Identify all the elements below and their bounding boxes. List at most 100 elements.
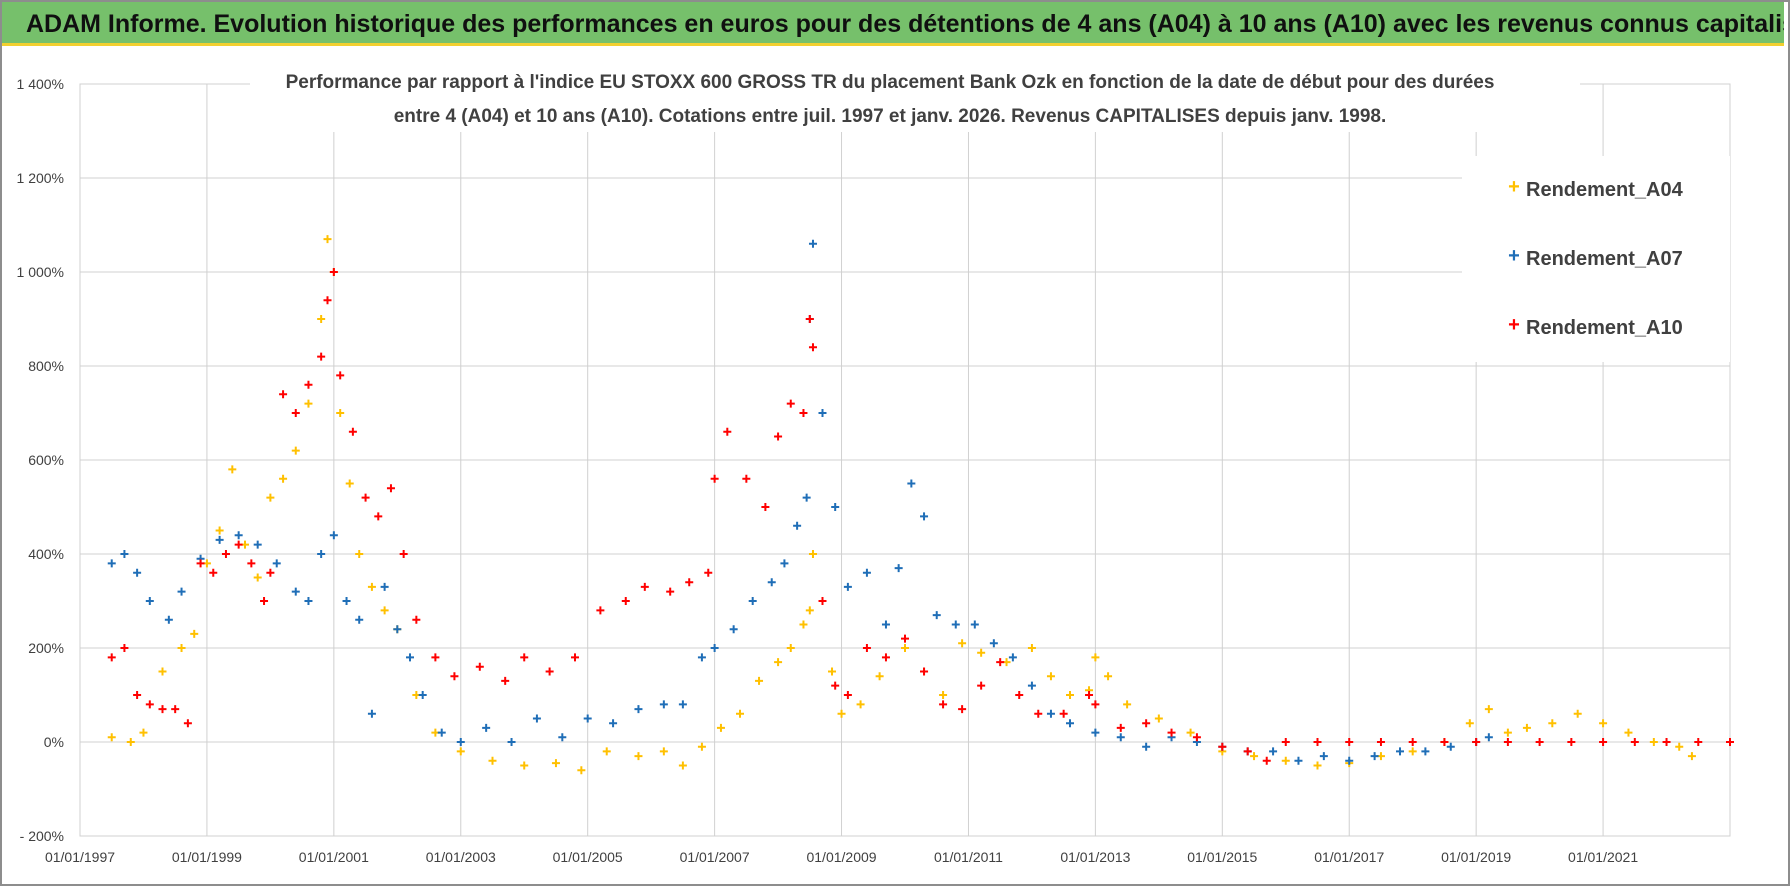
data-point-Rendement_A10 xyxy=(1377,738,1385,746)
data-point-Rendement_A04 xyxy=(806,606,814,614)
data-point-Rendement_A10 xyxy=(1168,729,1176,737)
chart-legend: + Rendement_A04 + Rendement_A07 + Rendem… xyxy=(1462,156,1730,362)
data-point-Rendement_A07 xyxy=(698,653,706,661)
data-point-Rendement_A04 xyxy=(1548,719,1556,727)
data-point-Rendement_A04 xyxy=(717,724,725,732)
data-point-Rendement_A07 xyxy=(933,611,941,619)
data-point-Rendement_A07 xyxy=(584,715,592,723)
data-point-Rendement_A04 xyxy=(266,494,274,502)
data-point-Rendement_A04 xyxy=(1675,743,1683,751)
data-point-Rendement_A04 xyxy=(857,700,865,708)
data-point-Rendement_A10 xyxy=(819,597,827,605)
data-point-Rendement_A04 xyxy=(190,630,198,638)
data-point-Rendement_A04 xyxy=(1466,719,1474,727)
data-point-Rendement_A10 xyxy=(1631,738,1639,746)
legend-marker-a10: + xyxy=(1508,314,1520,336)
data-point-Rendement_A07 xyxy=(711,644,719,652)
data-point-Rendement_A04 xyxy=(1250,752,1258,760)
data-point-Rendement_A04 xyxy=(603,747,611,755)
data-point-Rendement_A10 xyxy=(324,296,332,304)
data-point-Rendement_A07 xyxy=(1371,752,1379,760)
legend-label-a10: Rendement_A10 xyxy=(1526,317,1683,339)
data-point-Rendement_A10 xyxy=(774,433,782,441)
data-point-Rendement_A04 xyxy=(698,743,706,751)
data-point-Rendement_A07 xyxy=(1269,747,1277,755)
y-tick-label: 1 000% xyxy=(17,264,64,280)
data-point-Rendement_A04 xyxy=(292,447,300,455)
data-point-Rendement_A04 xyxy=(1485,705,1493,713)
legend-marker-a04: + xyxy=(1508,176,1520,198)
data-point-Rendement_A10 xyxy=(1142,719,1150,727)
data-point-Rendement_A07 xyxy=(235,531,243,539)
data-point-Rendement_A07 xyxy=(803,494,811,502)
data-point-Rendement_A10 xyxy=(292,409,300,417)
data-point-Rendement_A07 xyxy=(1066,719,1074,727)
data-point-Rendement_A07 xyxy=(863,569,871,577)
legend-label-a07: Rendement_A07 xyxy=(1526,248,1683,270)
data-point-Rendement_A04 xyxy=(1574,710,1582,718)
data-point-Rendement_A10 xyxy=(1060,710,1068,718)
data-point-Rendement_A04 xyxy=(381,606,389,614)
data-point-Rendement_A07 xyxy=(971,621,979,629)
data-point-Rendement_A04 xyxy=(228,465,236,473)
data-point-Rendement_A04 xyxy=(1624,729,1632,737)
data-point-Rendement_A07 xyxy=(1091,729,1099,737)
data-point-Rendement_A10 xyxy=(901,635,909,643)
x-tick-label: 01/01/1997 xyxy=(45,849,115,865)
data-point-Rendement_A10 xyxy=(1085,691,1093,699)
chart-svg: - 200%0%200%400%600%800%1 000%1 200%1 40… xyxy=(0,0,1790,886)
x-tick-label: 01/01/2001 xyxy=(299,849,369,865)
data-point-Rendement_A07 xyxy=(1396,747,1404,755)
data-point-Rendement_A10 xyxy=(247,559,255,567)
legend-item-a10: + Rendement_A10 xyxy=(1508,314,1683,339)
data-point-Rendement_A10 xyxy=(685,578,693,586)
data-point-Rendement_A07 xyxy=(1028,682,1036,690)
x-tick-label: 01/01/2017 xyxy=(1314,849,1384,865)
data-point-Rendement_A07 xyxy=(809,240,817,248)
data-point-Rendement_A10 xyxy=(1504,738,1512,746)
x-tick-label: 01/01/2011 xyxy=(934,849,1003,865)
x-tick-label: 01/01/2013 xyxy=(1060,849,1130,865)
x-tick-label: 01/01/1999 xyxy=(172,849,242,865)
data-point-Rendement_A07 xyxy=(1421,747,1429,755)
data-point-Rendement_A10 xyxy=(260,597,268,605)
data-point-Rendement_A04 xyxy=(520,762,528,770)
data-point-Rendement_A04 xyxy=(1314,762,1322,770)
data-point-Rendement_A10 xyxy=(723,428,731,436)
data-point-Rendement_A10 xyxy=(1345,738,1353,746)
data-point-Rendement_A07 xyxy=(165,616,173,624)
data-point-Rendement_A04 xyxy=(939,691,947,699)
chart-title-line-1: Performance par rapport à l'indice EU ST… xyxy=(286,72,1495,93)
x-tick-label: 01/01/2007 xyxy=(680,849,750,865)
data-point-Rendement_A07 xyxy=(1485,733,1493,741)
data-point-Rendement_A10 xyxy=(184,719,192,727)
data-point-Rendement_A04 xyxy=(355,550,363,558)
data-point-Rendement_A07 xyxy=(920,512,928,520)
data-point-Rendement_A04 xyxy=(552,759,560,767)
y-tick-label: 1 200% xyxy=(17,170,64,186)
data-point-Rendement_A10 xyxy=(317,353,325,361)
data-point-Rendement_A07 xyxy=(749,597,757,605)
data-point-Rendement_A10 xyxy=(222,550,230,558)
data-point-Rendement_A07 xyxy=(1447,743,1455,751)
data-point-Rendement_A10 xyxy=(1536,738,1544,746)
series-Rendement_A04 xyxy=(108,235,1696,774)
data-point-Rendement_A04 xyxy=(1688,752,1696,760)
data-point-Rendement_A04 xyxy=(139,729,147,737)
data-point-Rendement_A07 xyxy=(952,621,960,629)
data-point-Rendement_A07 xyxy=(882,621,890,629)
data-point-Rendement_A07 xyxy=(406,653,414,661)
data-point-Rendement_A04 xyxy=(838,710,846,718)
data-point-Rendement_A10 xyxy=(330,268,338,276)
data-point-Rendement_A07 xyxy=(660,700,668,708)
series-Rendement_A07 xyxy=(108,240,1493,765)
data-point-Rendement_A07 xyxy=(819,409,827,417)
data-point-Rendement_A04 xyxy=(489,757,497,765)
data-point-Rendement_A07 xyxy=(120,550,128,558)
data-point-Rendement_A10 xyxy=(809,343,817,351)
x-axis-ticks: 01/01/1997 01/01/1999 01/01/2001 01/01/2003… xyxy=(45,849,1638,865)
data-point-Rendement_A07 xyxy=(679,700,687,708)
data-point-Rendement_A10 xyxy=(304,381,312,389)
data-point-Rendement_A10 xyxy=(641,583,649,591)
data-point-Rendement_A07 xyxy=(609,719,617,727)
